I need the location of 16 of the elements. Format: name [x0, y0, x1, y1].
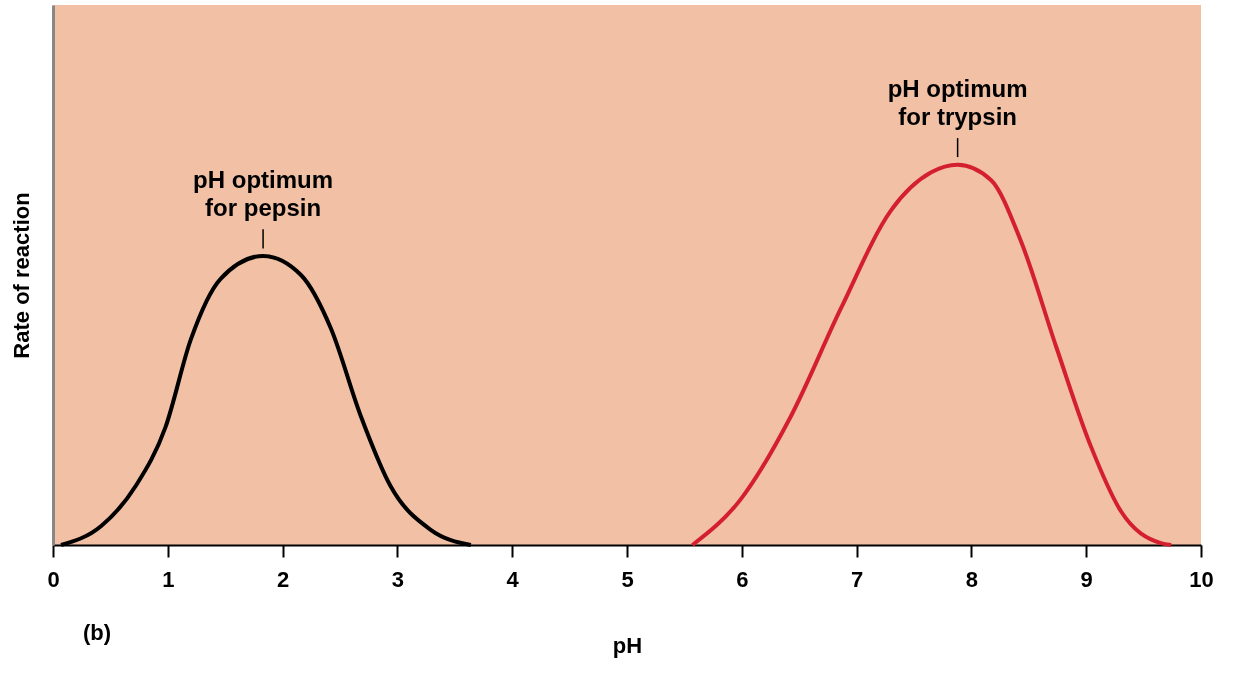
- annotation: pH optimum for trypsin: [887, 75, 1028, 131]
- x-tick-label: 7: [850, 566, 864, 592]
- x-tick-label: 5: [621, 566, 634, 592]
- y-axis-title: Rate of reaction: [8, 192, 34, 359]
- x-tick-label: 1: [162, 566, 175, 592]
- x-tick-label: 0: [47, 566, 60, 592]
- x-tick-label: 6: [736, 566, 749, 592]
- x-tick-label: 10: [1189, 566, 1214, 592]
- x-tick-label: 9: [1080, 566, 1093, 592]
- x-axis-title: pH: [612, 632, 643, 658]
- x-tick-label: 8: [965, 566, 979, 592]
- x-tick-label: 3: [391, 566, 405, 592]
- annotation: pH optimum for pepsin: [193, 166, 334, 222]
- text: (b): [83, 620, 112, 645]
- x-tick-label: 2: [276, 566, 290, 592]
- x-tick-label: 4: [506, 566, 520, 592]
